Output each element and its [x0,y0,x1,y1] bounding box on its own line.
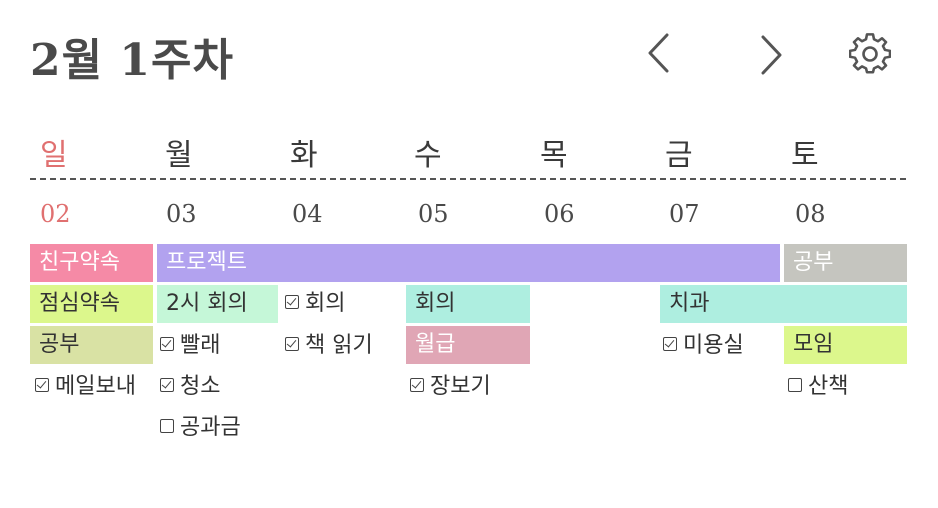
task-label: 미용실 [683,333,744,358]
task-label: 청소 [180,374,221,399]
task-label: 빨래 [180,333,221,358]
checkbox-checked-icon[interactable] [663,337,677,351]
dow-sat: 토 [791,138,819,173]
task-utilities[interactable]: 공과금 [160,409,241,447]
dow-thu: 목 [540,138,568,173]
event-lunch-appointment[interactable]: 점심약속 [30,285,153,323]
dow-mon: 월 [165,138,193,173]
event-project[interactable]: 프로젝트 [157,244,780,282]
date-thu[interactable]: 06 [544,200,575,228]
task-laundry[interactable]: 빨래 [160,327,220,365]
task-label: 산책 [808,374,849,399]
date-fri[interactable]: 07 [669,200,700,228]
date-sat[interactable]: 08 [795,200,826,228]
date-sun[interactable]: 02 [40,200,71,228]
dow-tue: 화 [290,138,318,173]
task-label: 책 읽기 [305,333,373,358]
header-divider [30,178,906,180]
event-study-saturday[interactable]: 공부 [784,244,907,282]
event-payday[interactable]: 월급 [406,326,530,364]
checkbox-checked-icon[interactable] [35,378,49,392]
checkbox-checked-icon[interactable] [410,378,424,392]
dow-wed: 수 [414,138,442,173]
checkbox-unchecked-icon[interactable] [788,378,802,392]
event-dentist[interactable]: 치과 [660,285,907,323]
checkbox-checked-icon[interactable] [285,337,299,351]
task-walk[interactable]: 산책 [788,368,848,406]
task-salon[interactable]: 미용실 [663,327,744,365]
chevron-left-icon[interactable] [645,32,673,74]
task-read-book[interactable]: 책 읽기 [285,327,373,365]
task-cleaning[interactable]: 청소 [160,368,220,406]
task-label: 장보기 [430,374,491,399]
dow-fri: 금 [665,138,693,173]
chevron-right-icon[interactable] [757,34,785,76]
date-wed[interactable]: 05 [418,200,449,228]
checkbox-checked-icon[interactable] [285,295,299,309]
event-study-sunday[interactable]: 공부 [30,326,153,364]
task-send-mail[interactable]: 메일보내 [35,368,136,406]
event-meeting-wednesday[interactable]: 회의 [406,285,530,323]
gear-icon[interactable] [849,33,891,75]
date-mon[interactable]: 03 [166,200,197,228]
dow-sun: 일 [40,138,68,173]
checkbox-checked-icon[interactable] [160,337,174,351]
date-tue[interactable]: 04 [292,200,323,228]
task-groceries[interactable]: 장보기 [410,368,491,406]
task-label: 메일보내 [55,374,136,399]
task-label: 공과금 [180,415,241,440]
event-friend-appointment[interactable]: 친구약속 [30,244,153,282]
week-title: 2월 1주차 [30,35,234,86]
event-meeting-2pm[interactable]: 2시 회의 [157,285,278,323]
event-gathering[interactable]: 모임 [784,326,907,364]
task-meeting-tuesday[interactable]: 회의 [285,285,345,323]
checkbox-checked-icon[interactable] [160,378,174,392]
checkbox-unchecked-icon[interactable] [160,419,174,433]
task-label: 회의 [305,291,346,316]
